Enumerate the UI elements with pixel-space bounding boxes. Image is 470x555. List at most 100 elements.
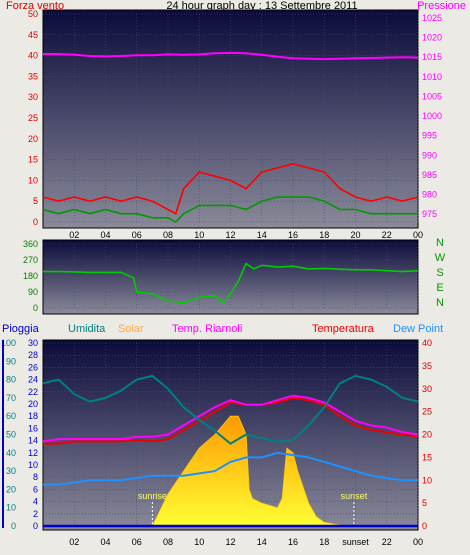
left-temp-tick-label: 16 <box>28 423 38 433</box>
pressure-tick-label: 980 <box>422 190 437 200</box>
compass-label: N <box>436 297 444 309</box>
legend-umidita: Umidita <box>68 323 106 335</box>
wind-tick-label: 10 <box>28 175 38 185</box>
temp-tick-label: 40 <box>422 338 432 348</box>
pressure-tick-label: 985 <box>422 170 437 180</box>
left-temp-tick-label: 8 <box>33 472 38 482</box>
graph-title: 24 hour graph day : 13 Settembre 2011 <box>166 0 357 12</box>
temp-tick-label: 15 <box>422 452 432 462</box>
time-tick-label: 00 <box>413 537 423 547</box>
pressure-tick-label: 1010 <box>422 72 442 82</box>
time-tick-label: 04 <box>100 537 110 547</box>
left-temp-tick-label: 4 <box>33 497 38 507</box>
legend-temp-riarnoli: Temp. Riarnoli <box>172 323 242 335</box>
series-gust <box>42 162 419 215</box>
left-temp-tick-label: 6 <box>33 484 38 494</box>
series-solar <box>151 415 356 527</box>
left-temp-tick-label: 22 <box>28 387 38 397</box>
pressure-tick-label: 1005 <box>422 91 442 101</box>
time-tick-label: 22 <box>382 230 392 240</box>
humidity-tick-label: 70 <box>6 393 16 403</box>
humidity-tick-label: 90 <box>6 356 16 366</box>
humidity-tick-label: 0 <box>11 521 16 531</box>
left-temp-tick-label: 2 <box>33 509 38 519</box>
pressure-tick-label: 990 <box>422 150 437 160</box>
wind-tick-label: 25 <box>28 113 38 123</box>
wind-tick-label: 40 <box>28 51 38 61</box>
wind-tick-label: 45 <box>28 30 38 40</box>
pressure-tick-label: 1020 <box>422 33 442 43</box>
series-umidita <box>42 374 419 445</box>
series-avg <box>42 196 418 223</box>
direction-tick-label: 180 <box>23 271 38 281</box>
left-temp-tick-label: 18 <box>28 411 38 421</box>
humidity-tick-label: 50 <box>6 430 16 440</box>
legend-dew-point: Dew Point <box>393 323 443 335</box>
legend-temperatura: Temperatura <box>312 323 375 335</box>
wind-tick-label: 15 <box>28 155 38 165</box>
wind-tick-label: 20 <box>28 134 38 144</box>
time-tick-label: 08 <box>163 230 173 240</box>
temp-tick-label: 0 <box>422 521 427 531</box>
direction-tick-label: 360 <box>23 239 38 249</box>
series-direction <box>43 262 419 304</box>
wind-tick-label: 0 <box>33 217 38 227</box>
left-temp-tick-label: 28 <box>28 350 38 360</box>
pressure-axis-title: Pressione <box>417 0 466 12</box>
humidity-tick-label: 30 <box>6 466 16 476</box>
humidity-tick-label: 100 <box>1 338 16 348</box>
left-temp-tick-label: 0 <box>33 521 38 531</box>
time-tick-label: 00 <box>413 230 423 240</box>
left-temp-tick-label: 14 <box>28 436 38 446</box>
time-tick-label: 02 <box>69 230 79 240</box>
humidity-tick-label: 10 <box>6 503 16 513</box>
pressure-tick-label: 975 <box>422 209 437 219</box>
humidity-tick-label: 40 <box>6 448 16 458</box>
direction-tick-label: 270 <box>23 255 38 265</box>
wind-tick-label: 35 <box>28 71 38 81</box>
temp-tick-label: 20 <box>422 430 432 440</box>
time-tick-label: 14 <box>257 230 267 240</box>
time-tick-label: 10 <box>194 537 204 547</box>
temp-tick-label: 10 <box>422 475 432 485</box>
time-tick-label: 04 <box>100 230 110 240</box>
humidity-tick-label: 80 <box>6 375 16 385</box>
wind-pressure-plot: 0510152025303540455097598098599099510001… <box>28 9 442 240</box>
time-tick-label: 10 <box>194 230 204 240</box>
time-tick-label: 02 <box>69 537 79 547</box>
time-tick-label: 16 <box>288 230 298 240</box>
series-temp-riarnoli <box>42 394 419 443</box>
series-pressione <box>43 51 419 61</box>
series-dew-point <box>43 451 418 486</box>
time-tick-label: 16 <box>288 537 298 547</box>
compass-label: S <box>436 267 443 279</box>
time-tick-label: 14 <box>257 537 267 547</box>
series-temperatura <box>43 396 419 445</box>
time-tick-label: 08 <box>163 537 173 547</box>
left-temp-tick-label: 26 <box>28 362 38 372</box>
direction-tick-label: 0 <box>33 303 38 313</box>
left-temp-tick-label: 24 <box>28 375 38 385</box>
time-tick-label: 06 <box>132 230 142 240</box>
annotation-sunset: sunset <box>341 491 368 501</box>
time-tick-label: 22 <box>382 537 392 547</box>
humidity-tick-label: 20 <box>6 484 16 494</box>
left-temp-tick-label: 10 <box>28 460 38 470</box>
time-tick-label: 20 <box>350 230 360 240</box>
time-tick-label: 18 <box>319 537 329 547</box>
compass-label: W <box>435 252 446 264</box>
time-tick-label: 12 <box>225 230 235 240</box>
compass-label: N <box>436 237 444 249</box>
temp-tick-label: 5 <box>422 498 427 508</box>
wind-tick-label: 30 <box>28 92 38 102</box>
temp-tick-label: 25 <box>422 407 432 417</box>
legend-solar: Solar <box>118 323 144 335</box>
time-tick-label: 18 <box>319 230 329 240</box>
pressure-tick-label: 1000 <box>422 111 442 121</box>
humidity-tick-label: 60 <box>6 411 16 421</box>
temp-tick-label: 35 <box>422 361 432 371</box>
wind-axis-title: Forza vento <box>6 0 64 12</box>
temp-tick-label: 30 <box>422 384 432 394</box>
